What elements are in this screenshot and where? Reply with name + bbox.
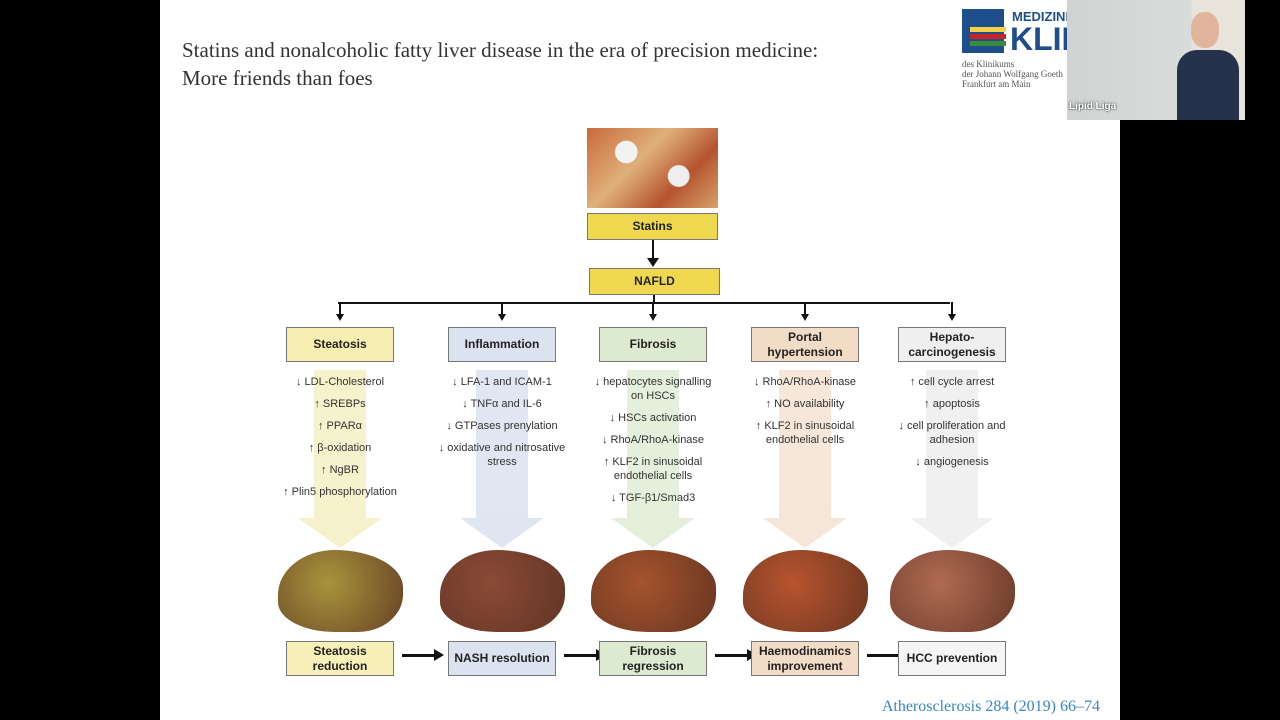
liver-illustration <box>743 550 868 632</box>
down-arrow-shape <box>910 370 994 548</box>
mechanism-item: ↓ oxidative and nitrosative stress <box>438 442 566 468</box>
progression-arrow <box>715 649 757 661</box>
mechanism-item: ↑ apoptosis <box>924 398 980 410</box>
arrow-head <box>647 258 659 267</box>
logo-mark <box>962 9 1006 53</box>
title-line-2: More friends than foes <box>182 66 373 90</box>
statins-pills-image <box>587 128 718 208</box>
mechanism-list: ↓ RhoA/RhoA-kinase ↑ NO availability ↑ KLF… <box>740 375 870 455</box>
mechanism-item: ↑ KLF2 in sinusoidal endothelial cells <box>603 456 703 482</box>
outcome-box: Steatosis reduction <box>286 641 394 676</box>
mechanism-item: ↑ cell cycle arrest <box>909 376 995 388</box>
mechanism-list: ↑ cell cycle arrest ↑ apoptosis ↓ cell pro… <box>887 375 1017 477</box>
logo-subtitle: des Klinikums der Johann Wolfgang Goeth Fr… <box>962 59 1063 89</box>
citation: Atherosclerosis 284 (2019) 66–74 <box>881 698 1100 715</box>
mechanism-item: ↓ cell proliferation and adhesion <box>898 420 1006 446</box>
mechanism-item: ↓ HSCs activation <box>609 412 697 424</box>
liver-illustration <box>890 550 1015 632</box>
mechanism-item: ↓ angiogenesis <box>915 456 989 468</box>
mechanism-item: ↑ KLF2 in sinusoidal endothelial cells <box>755 420 855 446</box>
down-arrow-shape <box>298 370 382 548</box>
outcome-box: Haemodinamics improvement <box>751 641 859 676</box>
logo-text: MEDIZINI <box>1012 9 1070 24</box>
webcam-video: Lipid Liga <box>1067 0 1245 120</box>
category-box: Inflammation <box>448 327 556 362</box>
mechanism-item: ↑ β-oxidation <box>308 442 372 454</box>
slide-title: Statins and nonalcoholic fatty liver dis… <box>182 36 818 92</box>
mechanism-list: ↓ hepatocytes signalling on HSCs ↓ HSCs a… <box>588 375 718 513</box>
mechanism-item: ↓ hepatocytes signalling on HSCs <box>594 376 712 402</box>
down-arrow-shape <box>460 370 544 548</box>
mechanism-item: ↑ NgBR <box>321 464 359 476</box>
klinikum-logo: MEDIZINI KLIN des Klinikums der Johann Wo… <box>960 5 1085 90</box>
outcome-box: Fibrosis regression <box>599 641 707 676</box>
liver-illustration <box>591 550 716 632</box>
nafld-box: NAFLD <box>589 268 720 295</box>
mechanism-item: ↓ GTPases prenylation <box>446 420 558 432</box>
progression-arrow <box>402 649 444 661</box>
outcome-box: HCC prevention <box>898 641 1006 676</box>
down-arrow-shape <box>611 370 695 548</box>
mechanism-item: ↑ Plin5 phosphorylation <box>283 486 397 498</box>
category-box: Steatosis <box>286 327 394 362</box>
mechanism-item: ↑ PPARα <box>317 420 363 432</box>
mechanism-item: ↓ RhoA/RhoA-kinase <box>601 434 705 446</box>
mechanism-item: ↓ LFA-1 and ICAM-1 <box>452 376 552 388</box>
arrow-line <box>652 240 654 260</box>
webcam-label: Lipid Liga <box>1069 101 1117 112</box>
speaker <box>1177 12 1239 120</box>
mechanism-list: ↓ LDL-Cholesterol ↑ SREBPs ↑ PPARα ↑ β-oxid… <box>275 375 405 507</box>
progression-arrow <box>867 649 909 661</box>
category-box: Portal hypertension <box>751 327 859 362</box>
mechanism-item: ↓ TNFα and IL-6 <box>462 398 542 410</box>
progression-arrow <box>564 649 606 661</box>
presentation-slide: Statins and nonalcoholic fatty liver dis… <box>160 0 1120 720</box>
down-arrow-shape <box>763 370 847 548</box>
category-box: Fibrosis <box>599 327 707 362</box>
mechanism-list: ↓ LFA-1 and ICAM-1 ↓ TNFα and IL-6 ↓ GTPas… <box>437 375 567 477</box>
liver-illustration <box>440 550 565 632</box>
mechanism-item: ↓ RhoA/RhoA-kinase <box>753 376 857 388</box>
mechanism-item: ↑ NO availability <box>765 398 845 410</box>
category-box: Hepato-carcinogenesis <box>898 327 1006 362</box>
title-line-1: Statins and nonalcoholic fatty liver dis… <box>182 38 819 62</box>
outcome-box: NASH resolution <box>448 641 556 676</box>
mechanism-item: ↑ SREBPs <box>314 398 366 410</box>
mechanism-item: ↓ TGF-β1/Smad3 <box>610 492 696 504</box>
statins-box: Statins <box>587 213 718 240</box>
mechanism-item: ↓ LDL-Cholesterol <box>295 376 385 388</box>
liver-illustration <box>278 550 403 632</box>
branch-line <box>338 302 950 304</box>
